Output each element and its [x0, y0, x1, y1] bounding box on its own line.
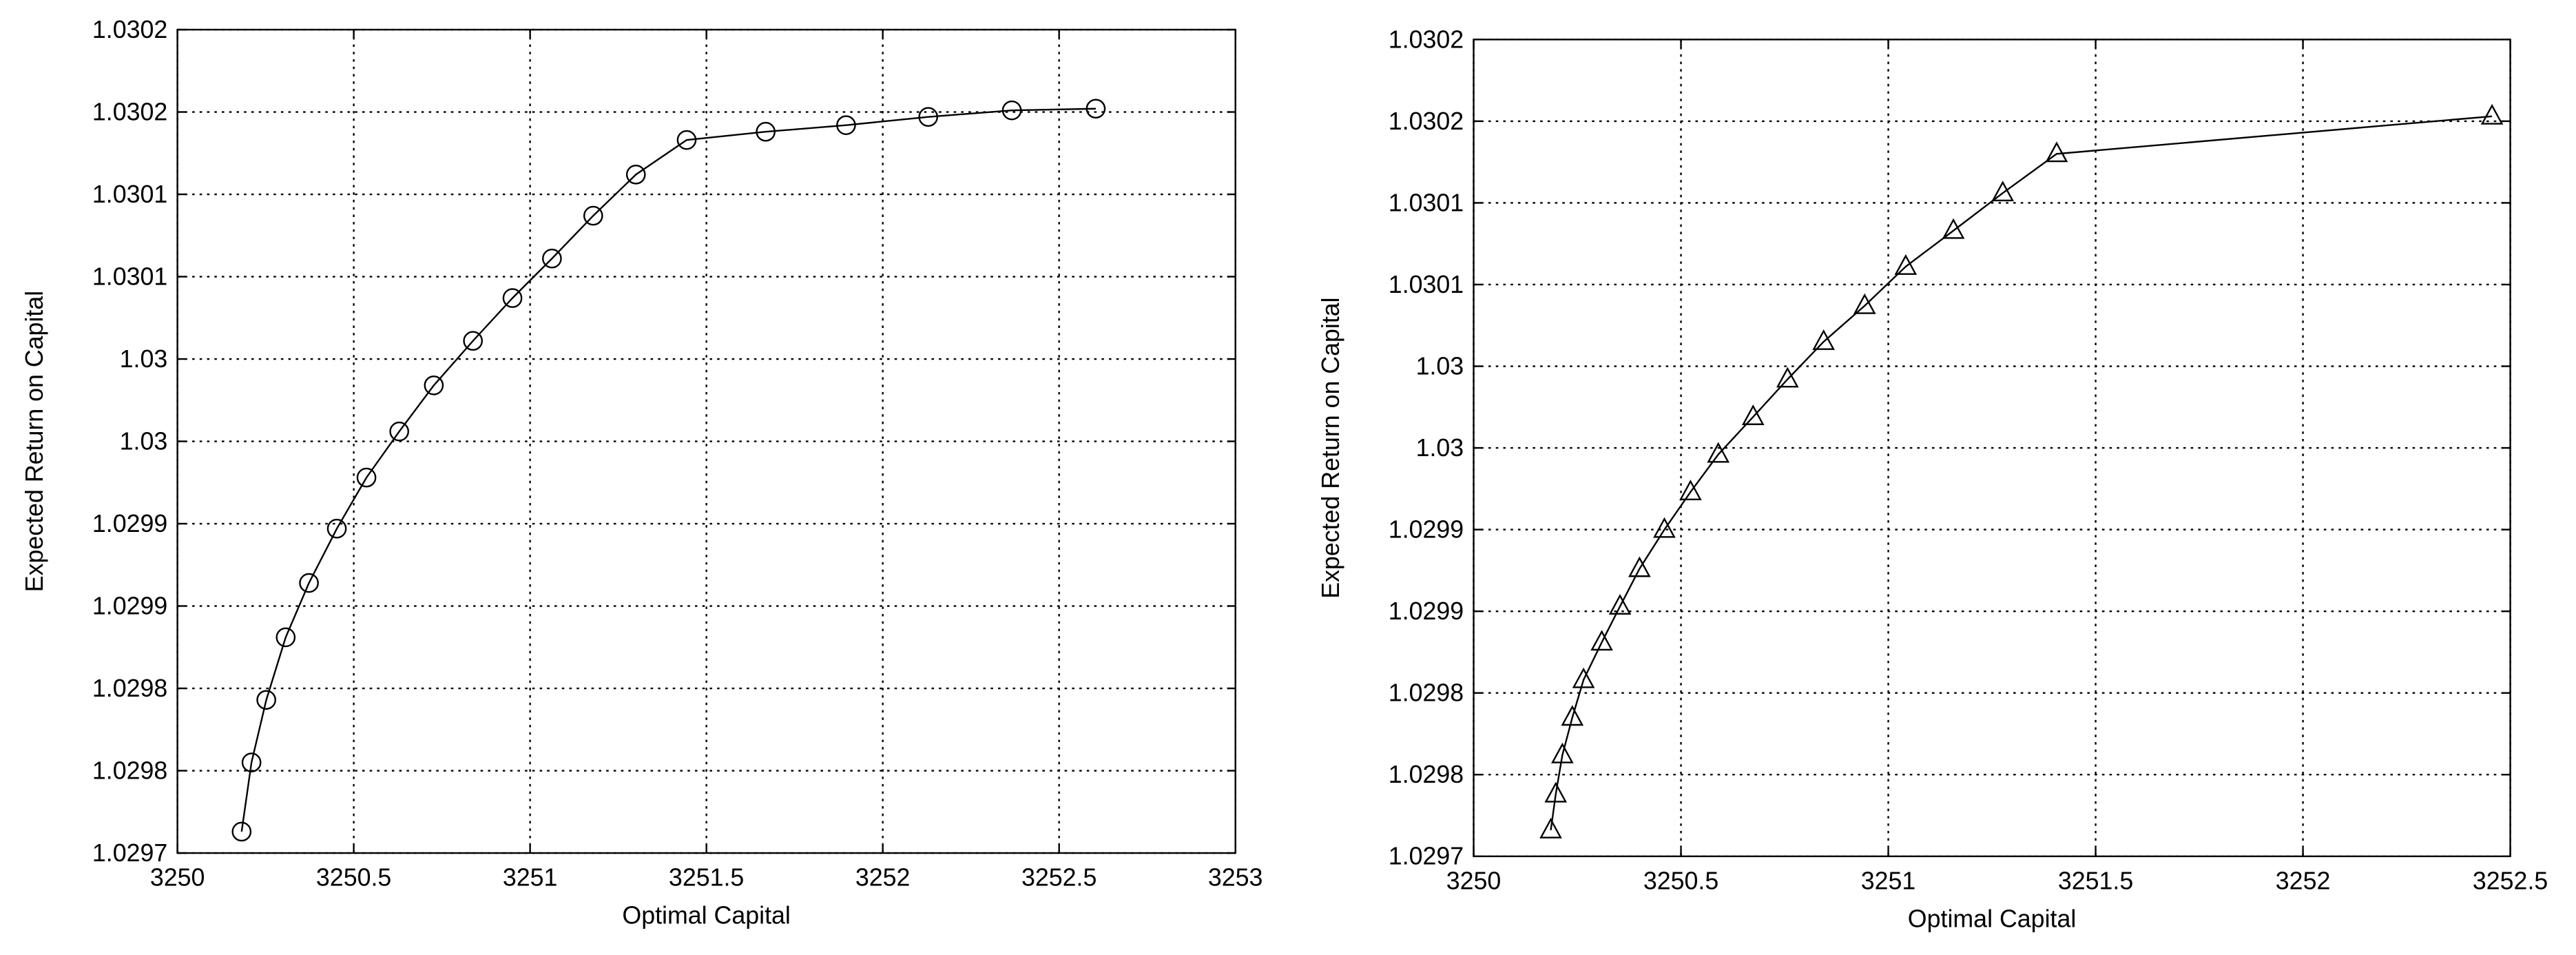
y-tick-label: 1.0302 — [92, 16, 167, 43]
marker — [836, 115, 856, 135]
marker — [502, 288, 523, 308]
marker — [1590, 630, 1613, 651]
y-tick-label: 1.0298 — [1389, 761, 1464, 788]
y-tick-label: 1.0299 — [1389, 597, 1464, 625]
marker — [1741, 404, 1765, 425]
y-tick-label: 1.0298 — [92, 757, 167, 784]
marker — [1551, 742, 1574, 763]
marker — [1572, 667, 1595, 688]
marker — [918, 107, 939, 127]
marker — [1812, 329, 1835, 350]
plot-area — [177, 30, 1236, 854]
y-tick-label: 1.0299 — [92, 510, 167, 537]
marker — [1539, 817, 1562, 839]
marker — [1001, 100, 1022, 121]
x-tick-label: 3251.5 — [669, 864, 744, 892]
marker — [299, 573, 319, 593]
x-tick-label: 3252.5 — [1021, 864, 1097, 892]
y-tick-label: 1.03 — [120, 345, 168, 373]
y-tick-label: 1.03 — [120, 427, 168, 455]
marker — [256, 690, 276, 710]
marker — [1942, 218, 1965, 239]
marker — [1707, 442, 1730, 463]
marker — [1561, 705, 1584, 726]
x-axis-label: Optimal Capital — [1908, 905, 2077, 932]
marker — [241, 752, 262, 772]
y-tick-label: 1.0299 — [92, 592, 167, 619]
plot-frame — [1473, 39, 2511, 857]
marker — [1608, 594, 1632, 615]
marker — [1628, 556, 1651, 577]
y-tick-label: 1.0298 — [92, 675, 167, 702]
y-tick-label: 1.0297 — [92, 839, 167, 867]
marker — [1544, 781, 1568, 803]
marker — [2045, 141, 2068, 163]
x-tick-label: 3250.5 — [1643, 867, 1718, 894]
y-tick-label: 1.0302 — [1389, 25, 1464, 53]
x-tick-label: 3250.5 — [316, 864, 391, 892]
marker — [1894, 254, 1918, 275]
x-axis-label: Optimal Capital — [622, 902, 791, 930]
marker — [231, 821, 252, 842]
marker — [276, 627, 296, 648]
marker — [356, 467, 377, 488]
y-tick-label: 1.0302 — [1389, 107, 1464, 135]
x-tick-label: 3250 — [1446, 867, 1502, 894]
marker — [1853, 293, 1876, 314]
marker — [583, 205, 603, 226]
x-tick-label: 3251.5 — [2058, 867, 2133, 894]
marker — [1776, 367, 1799, 388]
x-tick-label: 3252 — [2276, 867, 2331, 894]
marker — [463, 331, 483, 351]
y-axis-label: Expected Return on Capital — [21, 291, 48, 592]
x-tick-label: 3252 — [855, 864, 911, 892]
marker — [389, 421, 409, 442]
y-axis-label: Expected Return on Capital — [1317, 297, 1344, 598]
marker — [326, 518, 347, 539]
y-tick-label: 1.0301 — [1389, 189, 1464, 216]
marker — [625, 165, 646, 185]
y-tick-label: 1.03 — [1416, 352, 1464, 380]
marker — [1653, 517, 1676, 538]
x-tick-label: 3253 — [1208, 864, 1263, 892]
marker — [1086, 99, 1106, 119]
marker — [1679, 480, 1702, 501]
x-tick-label: 3251 — [1861, 867, 1916, 894]
marker — [676, 130, 697, 150]
marker — [542, 248, 562, 269]
x-tick-label: 3251 — [503, 864, 558, 892]
marker — [756, 121, 776, 142]
y-tick-label: 1.03 — [1416, 434, 1464, 462]
marker — [424, 375, 444, 396]
marker — [1991, 181, 2015, 202]
x-tick-label: 3252.5 — [2473, 867, 2548, 894]
plot-frame — [176, 28, 1236, 854]
y-tick-label: 1.0301 — [92, 263, 167, 290]
x-tick-label: 3250 — [150, 864, 205, 892]
y-tick-label: 1.0299 — [1389, 516, 1464, 544]
marker — [2480, 103, 2504, 125]
y-tick-label: 1.0301 — [92, 181, 167, 208]
y-tick-label: 1.0302 — [92, 98, 167, 125]
y-tick-label: 1.0297 — [1389, 843, 1464, 870]
y-tick-label: 1.0298 — [1389, 679, 1464, 707]
y-tick-label: 1.0301 — [1389, 271, 1464, 298]
